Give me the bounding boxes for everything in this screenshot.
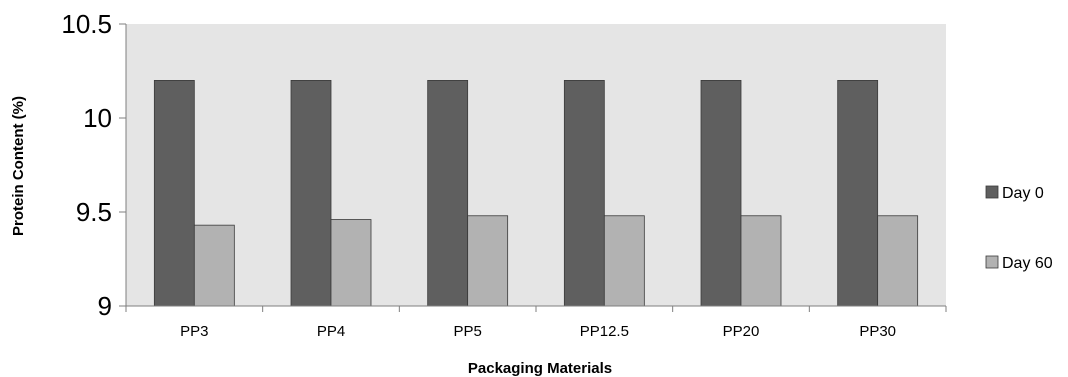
bar-PP5-day-0 <box>427 80 469 307</box>
bar-PP4-day-60 <box>330 219 372 307</box>
legend-swatch-day-0 <box>985 185 999 199</box>
bar-PP4-day-0 <box>290 80 332 307</box>
plot-area <box>126 24 946 306</box>
legend-label: Day 60 <box>1002 255 1053 272</box>
y-tick-label: 9 <box>98 291 112 321</box>
bar-PP12.5-day-0 <box>563 80 605 307</box>
bar-PP30-day-60 <box>877 215 919 307</box>
legend: Day 0 Day 60 <box>985 185 1053 272</box>
x-tick-label: PP3 <box>180 323 208 340</box>
bar-PP5-day-60 <box>467 215 509 307</box>
bars-group <box>153 80 919 307</box>
y-tick-label: 10 <box>83 103 112 133</box>
legend-label: Day 0 <box>1002 185 1044 202</box>
bar-PP30-day-0 <box>837 80 879 307</box>
y-tick-label: 9.5 <box>76 197 112 227</box>
x-ticks-group: PP3 PP4 PP5 PP12.5 PP20 PP30 <box>125 306 947 340</box>
bar-PP12.5-day-60 <box>603 215 645 307</box>
y-axis-title: Protein Content (%) <box>10 96 27 236</box>
bar-PP3-day-0 <box>153 80 195 307</box>
x-axis-title: Packaging Materials <box>468 360 612 377</box>
bar-PP20-day-60 <box>740 215 782 307</box>
x-tick-label: PP30 <box>859 323 896 340</box>
x-tick-label: PP5 <box>453 323 481 340</box>
legend-swatch-day-60 <box>985 255 999 269</box>
x-tick-label: PP12.5 <box>580 323 629 340</box>
x-tick-label: PP20 <box>723 323 760 340</box>
y-tick-label: 10.5 <box>61 9 112 39</box>
bar-PP3-day-60 <box>193 224 235 307</box>
y-ticks-group: 9 9.5 10 10.5 <box>61 9 126 321</box>
x-tick-label: PP4 <box>317 323 345 340</box>
bar-PP20-day-0 <box>700 80 742 307</box>
